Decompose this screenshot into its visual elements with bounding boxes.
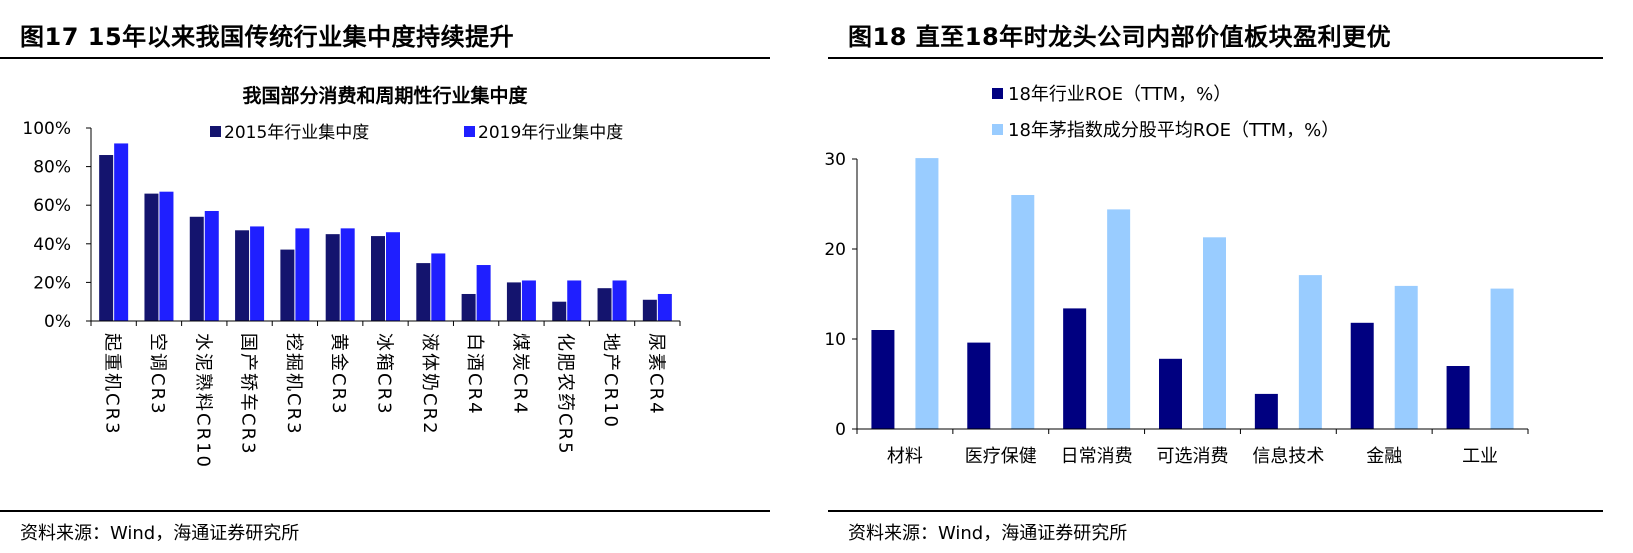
bar-maotai-index-roe-4 [1298,275,1322,429]
y-tick-label: 20 [824,240,846,260]
bar-maotai-index-roe-1 [1011,195,1035,429]
bar-2019-1 [159,191,174,321]
roe-bar-chart: 18年行业ROE（TTM，%） 18年茅指数成分股平均ROE（TTM，%） 0 10 2… [824,84,1529,467]
x-category-label: 煤炭CR4 [509,333,530,416]
x-category-label: 国产轿车CR3 [238,333,259,456]
bar-maotai-index-roe-5 [1394,285,1418,429]
bar-industry-roe-2 [1063,308,1087,429]
bar-industry-roe-3 [1159,358,1182,429]
x-category-label: 起重机CR3 [102,333,123,436]
bar-2015-8 [461,293,476,321]
x-category-label: 水泥熟料CR10 [192,333,213,469]
concentration-bar-chart: 我国部分消费和周期性行业集中度 0% 20% 40% 60% 80% 100% 起重机CR3 空… [22,84,681,469]
bar-2015-1 [144,193,159,321]
x-category-label: 金融 [1366,446,1402,467]
bar-industry-roe-5 [1350,322,1374,429]
bar-2015-12 [642,299,657,321]
x-category-label: 材料 [887,446,923,467]
x-category-label: 白酒CR4 [464,333,485,416]
x-category-label: 工业 [1462,446,1498,467]
y-tick-label: 40% [33,235,71,255]
bar-2019-10 [567,280,582,321]
right-bottom-rule [828,510,1603,512]
y-tick-label: 100% [22,119,71,139]
bar-2019-6 [386,232,400,321]
bar-maotai-index-roe-2 [1107,209,1131,429]
bar-2015-0 [99,155,114,321]
x-category-label: 挖掘机CR3 [283,333,304,436]
bar-industry-roe-6 [1446,366,1470,429]
legend-swatch-1 [992,124,1003,135]
y-tick-label: 0 [835,420,846,440]
legend-swatch-0 [210,126,221,137]
legend-label-0: 2015年行业集中度 [224,123,369,143]
bar-2019-4 [295,228,310,321]
bar-2015-9 [506,282,521,321]
y-tick-label: 10 [824,330,846,350]
bar-2019-11 [612,280,627,321]
legend-swatch-0 [992,88,1003,99]
x-category-label: 日常消费 [1061,446,1133,467]
bar-2019-8 [476,265,491,321]
bar-2019-2 [204,210,219,321]
y-tick-label: 0% [44,312,71,332]
x-category-label: 尿素CR4 [645,333,666,416]
bar-2015-7 [416,263,431,321]
bar-2015-11 [597,288,612,321]
bar-industry-roe-0 [871,330,895,429]
bar-2015-3 [235,230,250,321]
legend-label-1: 2019年行业集中度 [478,123,623,143]
bar-2019-9 [521,280,536,321]
y-tick-label: 80% [33,158,71,178]
legend-label-1: 18年茅指数成分股平均ROE（TTM，%） [1008,120,1339,141]
bar-maotai-index-roe-3 [1203,237,1226,429]
bar-industry-roe-4 [1254,393,1278,429]
x-category-label: 可选消费 [1157,446,1229,467]
right-figure-panel: 图18 直至18年时龙头公司内部价值板块盈利更优 18年行业ROE（TTM，%）… [824,0,1633,553]
x-category-label: 空调CR3 [147,333,168,416]
bar-maotai-index-roe-6 [1490,288,1514,429]
bar-2019-7 [431,253,446,321]
bar-2019-3 [250,226,265,321]
x-category-label: 化肥农药CR5 [555,333,576,456]
right-figure-title: 图18 直至18年时龙头公司内部价值板块盈利更优 [848,23,1392,51]
x-category-label: 冰箱CR3 [374,333,395,416]
right-top-rule [828,57,1603,59]
x-category-label: 信息技术 [1252,446,1324,467]
bar-2015-2 [189,216,204,321]
legend-swatch-1 [464,126,475,137]
x-category-label: 黄金CR3 [328,333,349,416]
bar-2015-6 [371,236,385,321]
chart-title: 我国部分消费和周期性行业集中度 [242,84,528,107]
left-top-rule [0,57,770,59]
legend-label-0: 18年行业ROE（TTM，%） [1008,84,1231,105]
right-source-note: 资料来源：Wind，海通证券研究所 [848,523,1128,544]
bar-2015-10 [552,301,567,321]
bar-maotai-index-roe-0 [915,158,939,429]
bar-2015-4 [280,249,295,321]
y-tick-label: 20% [33,273,71,293]
left-figure-title: 图17 15年以来我国传统行业集中度持续提升 [20,23,515,51]
left-source-note: 资料来源：Wind，海通证券研究所 [20,523,300,544]
x-category-label: 地产CR10 [600,333,621,429]
x-category-label: 液体奶CR2 [419,333,440,436]
bar-2015-5 [325,234,340,321]
x-category-label: 医疗保健 [965,446,1037,467]
bar-2019-12 [657,293,672,321]
y-tick-label: 60% [33,196,71,216]
bar-industry-roe-1 [967,342,991,429]
left-bottom-rule [0,510,770,512]
bar-2019-5 [340,228,355,321]
y-tick-label: 30 [824,150,846,170]
left-figure-panel: 图17 15年以来我国传统行业集中度持续提升 我国部分消费和周期性行业集中度 0%… [0,0,790,553]
bar-2019-0 [114,143,129,321]
